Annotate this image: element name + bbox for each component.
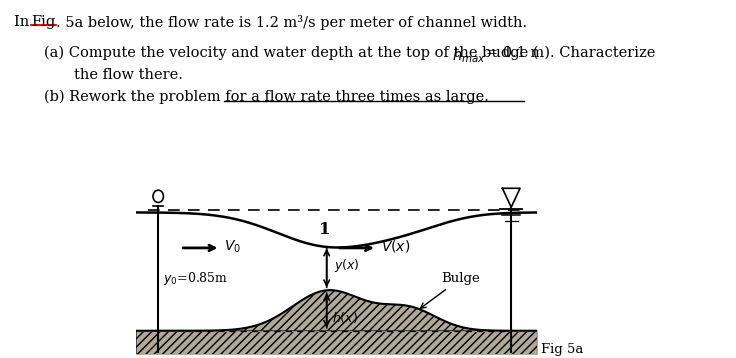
- Text: $\it{h}_{max}$: $\it{h}_{max}$: [452, 46, 486, 65]
- Text: $V(x)$: $V(x)$: [381, 238, 410, 255]
- Text: (a) Compute the velocity and water depth at the top of the budge (: (a) Compute the velocity and water depth…: [44, 46, 539, 60]
- Text: . 5a below, the flow rate is 1.2 m³/s per meter of channel width.: . 5a below, the flow rate is 1.2 m³/s pe…: [56, 15, 527, 30]
- Text: 1: 1: [319, 222, 330, 238]
- Text: Fig: Fig: [31, 15, 55, 29]
- Text: (b) Rework the problem for a flow rate three times as large.: (b) Rework the problem for a flow rate t…: [44, 90, 489, 104]
- Text: $h(x)$: $h(x)$: [331, 310, 358, 325]
- Text: Bulge: Bulge: [420, 272, 480, 308]
- Text: Fig 5a: Fig 5a: [541, 343, 584, 356]
- Text: = 0.1 m). Characterize: = 0.1 m). Characterize: [486, 46, 655, 60]
- Text: $V_0$: $V_0$: [224, 238, 241, 255]
- Text: the flow there.: the flow there.: [74, 68, 183, 82]
- Text: $y_0$=0.85m: $y_0$=0.85m: [163, 270, 228, 287]
- Text: $y(x)$: $y(x)$: [334, 257, 360, 274]
- Text: In: In: [14, 15, 34, 29]
